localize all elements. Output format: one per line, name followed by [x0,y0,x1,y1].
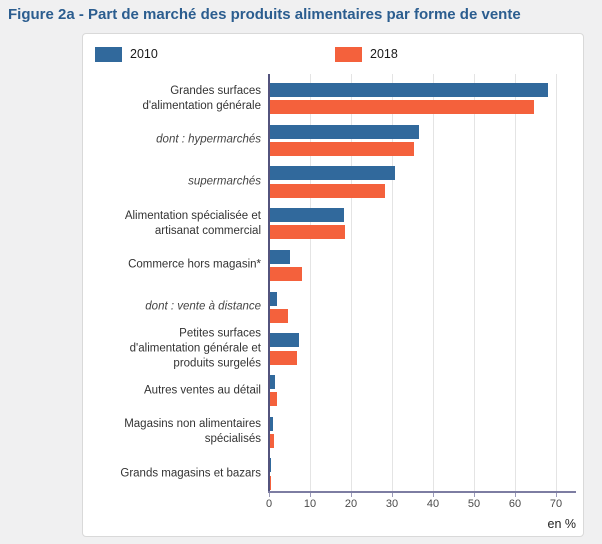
bar-2018 [270,392,277,407]
category-label: Autres ventes au détail [144,384,261,397]
bar-2018 [270,433,275,448]
gridline [515,74,516,491]
bar-2010 [270,83,548,97]
bar-2010 [270,333,300,348]
bar-2010 [270,166,396,181]
axis-tick [556,493,557,497]
bar-2010 [270,374,275,389]
plot-area: 0 10 20 30 40 50 60 70 Grandes surfaces d'alimen… [83,34,583,536]
legend-swatch-2018 [335,47,362,62]
category-label: dont : vente à distance [145,300,261,313]
tick-label: 20 [344,498,358,510]
gridline [310,74,311,491]
bar-2018 [270,100,534,115]
tick-label: 70 [549,498,563,510]
y-axis-line [268,74,270,493]
bar-2010 [270,249,291,264]
tick-label: 50 [467,498,481,510]
bar-2018 [270,142,414,156]
gridline [433,74,434,491]
axis-tick [433,493,434,497]
gridline [474,74,475,491]
tick-label: 60 [508,498,522,510]
axis-tick [269,493,270,497]
tick-label: 30 [385,498,399,510]
axis-tick [474,493,475,497]
legend-label-2010: 2010 [130,47,158,61]
gridline [556,74,557,491]
tick-label: 0 [265,498,273,510]
bar-2018 [270,308,289,323]
legend-label-2018: 2018 [370,47,398,61]
axis-tick [310,493,311,497]
category-label: supermarchés [188,175,261,188]
bar-2018 [270,350,298,365]
axis-tick [515,493,516,497]
gridline [392,74,393,491]
unit-label: en % [547,517,577,531]
category-label: Magasins non alimentaires spécialisés [124,418,261,446]
bar-2010 [270,416,273,431]
bar-2010 [270,124,420,139]
category-label: Grandes surfaces d'alimentation générale [142,84,261,112]
axis-tick [351,493,352,497]
bar-2010 [270,208,345,223]
chart-panel: 2010 2018 0 10 20 30 40 50 60 70 Grandes surface… [82,33,584,537]
bar-2018 [270,183,385,198]
bar-2018 [270,475,271,490]
x-axis-line [268,491,576,493]
legend-swatch-2010 [95,47,122,62]
axis-tick [392,493,393,497]
category-label: dont : hypermarchés [156,133,261,146]
category-label: Commerce hors magasin* [128,258,261,271]
bar-2018 [270,267,302,282]
bar-2018 [270,225,346,240]
gridline [351,74,352,491]
tick-label: 40 [426,498,440,510]
tick-label: 10 [303,498,317,510]
bar-2010 [270,291,277,306]
category-label: Petites surfaces d'alimentation générale… [129,327,261,370]
category-label: Alimentation spécialisée et artisanat co… [124,209,261,237]
chart-title: Figure 2a - Part de marché des produits … [8,6,521,23]
category-label: Grands magasins et bazars [120,467,261,480]
